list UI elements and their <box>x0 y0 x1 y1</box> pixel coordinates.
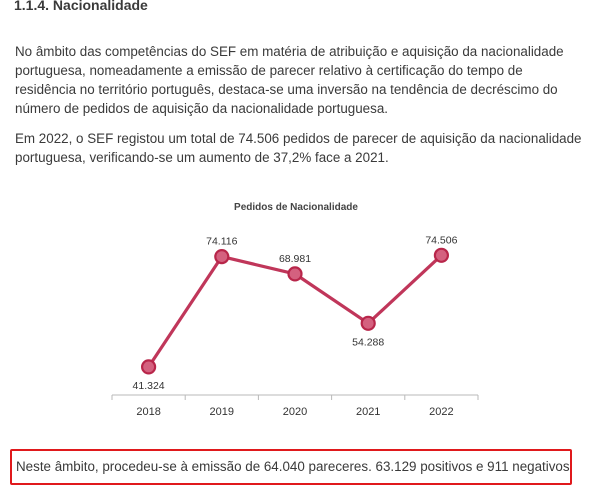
x-tick-label: 2022 <box>429 406 453 418</box>
highlight-callout: Neste âmbito, procedeu-se à emissão de 6… <box>10 449 572 485</box>
x-tick-label: 2019 <box>210 406 234 418</box>
data-label: 41.324 <box>133 380 165 392</box>
x-tick-label: 2021 <box>356 406 380 418</box>
x-tick-label: 2018 <box>136 406 160 418</box>
data-label: 74.116 <box>206 236 237 248</box>
chart-title: Pedidos de Nacionalidade <box>234 202 358 213</box>
data-label: 74.506 <box>425 234 457 246</box>
nationality-requests-chart: Pedidos de Nacionalidade 2018 2019 2020 202… <box>0 190 600 430</box>
intro-paragraph: No âmbito das competências do SEF em mat… <box>15 44 564 116</box>
data-point-marker <box>287 266 303 282</box>
data-labels: 41.324 74.116 68.981 54.288 74.506 <box>133 234 458 392</box>
data-point-marker <box>433 247 449 263</box>
data-point-marker <box>360 315 376 331</box>
data-point-marker <box>214 249 230 265</box>
data-point-marker <box>141 359 157 375</box>
data-label: 54.288 <box>352 336 384 348</box>
x-axis-ticks: 2018 2019 2020 2021 2022 <box>111 395 479 418</box>
x-tick-label: 2020 <box>283 406 307 418</box>
statistics-paragraph: Em 2022, o SEF registou um total de 74.5… <box>15 131 582 165</box>
series-markers <box>141 247 449 375</box>
data-label: 68.981 <box>279 253 311 265</box>
section-heading: 1.1.4. Nacionalidade <box>14 0 148 13</box>
chart-svg: Pedidos de Nacionalidade 2018 2019 2020 202… <box>111 202 479 418</box>
